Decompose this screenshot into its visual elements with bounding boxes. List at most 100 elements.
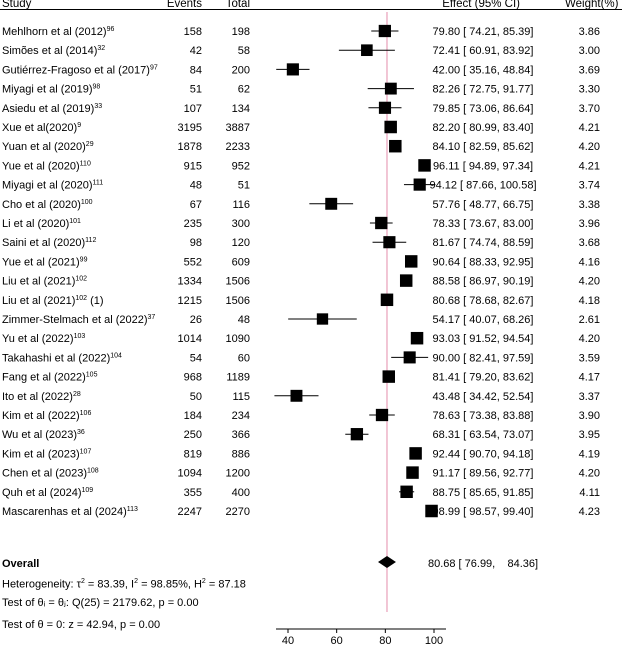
effect-marker [375, 408, 389, 422]
study-row: Yuan et al (2020)29 1878 2233 84.10 [ 82.59… [2, 139, 600, 153]
study-events: 158 [184, 26, 202, 38]
header-events: Events [167, 0, 202, 10]
study-row: Kim et al (2023)107 819 886 92.44 [ 90.70, … [2, 447, 600, 460]
study-weight: 3.96 [579, 218, 600, 230]
study-weight: 4.17 [579, 372, 600, 384]
study-name: Wu et al (2023)36 [2, 429, 85, 441]
study-name: Simões et al (2014)32 [2, 45, 105, 57]
study-name: Yue et al (2020)110 [2, 160, 91, 172]
study-weight: 4.20 [579, 468, 600, 480]
study-effect: 54.17 [ 40.07, 68.26] [433, 314, 534, 326]
heterogeneity-prefix: Heterogeneity: τ [2, 578, 81, 591]
study-name: Liu et al (2021)102 [2, 276, 87, 288]
study-events: 355 [184, 487, 202, 499]
study-weight: 4.18 [579, 295, 600, 307]
study-weight: 3.69 [579, 64, 600, 76]
study-row: Quh et al (2024)109 355 400 88.75 [ 85.65, … [2, 485, 600, 499]
study-weight: 4.23 [579, 506, 600, 518]
study-events: 67 [190, 199, 202, 211]
study-effect: 43.48 [ 34.42, 52.54] [433, 391, 534, 403]
study-row: Xue et al(2020)9 3195 3887 82.20 [ 80.99, 8… [2, 120, 600, 134]
study-effect: 78.63 [ 73.38, 83.88] [433, 410, 534, 422]
header-total: Total [226, 0, 250, 10]
study-weight: 4.19 [579, 448, 600, 460]
study-total: 3887 [226, 122, 250, 134]
effect-marker [413, 178, 426, 191]
study-weight: 3.00 [579, 45, 600, 57]
study-total: 51 [238, 180, 250, 192]
effect-marker [286, 63, 299, 76]
study-row: Cho et al (2020)100 67 116 57.76 [ 48.77, 6… [2, 197, 600, 211]
x-tick-label: 60 [331, 635, 343, 646]
study-row: Yu et al (2022)103 1014 1090 93.03 [ 91.52,… [2, 331, 600, 345]
x-tick-label: 40 [282, 635, 294, 646]
study-row: Ito et al (2022)28 50 115 43.48 [ 34.42, 52… [2, 389, 600, 403]
study-weight: 3.70 [579, 103, 600, 115]
study-name: Ito et al (2022)28 [2, 391, 81, 403]
study-row: Fang et al (2022)105 968 1189 81.41 [ 79.20… [2, 370, 600, 384]
study-rows: Mehlhorn et al (2012)96 158 198 79.80 [ 74.… [2, 24, 600, 518]
study-events: 250 [184, 429, 202, 441]
effect-marker [384, 82, 397, 95]
study-weight: 3.90 [579, 410, 600, 422]
effect-marker [375, 216, 388, 230]
study-weight: 3.68 [579, 237, 600, 249]
study-effect: 90.64 [ 88.33, 92.95] [433, 256, 534, 268]
study-effect: 68.31 [ 63.54, 73.07] [433, 429, 534, 441]
study-row: Liu et al (2021)102 (1) 1215 1506 80.68 [ 7… [2, 293, 600, 307]
study-effect: 90.00 [ 82.41, 97.59] [433, 352, 534, 364]
effect-marker [380, 293, 394, 307]
study-name: Kim et al (2023)107 [2, 448, 91, 460]
effect-marker [378, 24, 391, 38]
study-name: Chen et al (2023)108 [2, 468, 99, 480]
study-row: Takahashi et al (2022)104 54 60 90.00 [ 82.… [2, 351, 600, 364]
study-name: Gutiérrez-Fragoso et al (2017)97 [2, 64, 158, 76]
study-row: Zimmer-Stelmach et al (2022)37 26 48 54.17 … [2, 313, 600, 326]
study-weight: 3.38 [579, 199, 600, 211]
study-effect: 81.67 [ 74.74, 88.59] [433, 237, 534, 249]
study-row: Saini et al (2020)112 98 120 81.67 [ 74.74,… [2, 236, 600, 249]
heterogeneity-tau2: = 83.39, I [87, 578, 135, 591]
study-effect: 93.03 [ 91.52, 94.54] [433, 333, 534, 345]
effect-marker [399, 274, 413, 287]
study-events: 819 [184, 448, 202, 460]
study-name: Yue et al (2021)99 [2, 256, 88, 268]
study-events: 107 [184, 103, 202, 115]
header-weight: Weight(%) [565, 0, 619, 10]
study-row: Yue et al (2021)99 552 609 90.64 [ 88.33, 9… [2, 255, 600, 268]
test-theta-i: Test of θᵢ = θⱼ: Q(25) = 2179.62, p = 0.… [2, 597, 199, 609]
study-events: 1878 [178, 141, 202, 153]
study-total: 134 [232, 103, 250, 115]
study-effect: 79.85 [ 73.06, 86.64] [433, 103, 534, 115]
study-total: 200 [232, 64, 250, 76]
study-effect: 82.20 [ 80.99, 83.40] [433, 122, 534, 134]
study-name: Cho et al (2020)100 [2, 199, 93, 211]
study-weight: 2.61 [579, 314, 600, 326]
effect-marker [384, 120, 397, 134]
effect-marker [404, 255, 418, 268]
study-events: 84 [190, 64, 202, 76]
study-name: Mascarenhas et al (2024)113 [2, 506, 138, 518]
effect-marker [389, 139, 402, 153]
study-total: 366 [232, 429, 250, 441]
effect-marker [410, 331, 424, 345]
study-events: 54 [190, 352, 202, 364]
study-effect: 91.17 [ 89.56, 92.77] [433, 468, 534, 480]
study-total: 1090 [226, 333, 250, 345]
study-total: 1200 [226, 468, 250, 480]
study-events: 98 [190, 237, 202, 249]
study-events: 552 [184, 256, 202, 268]
study-total: 58 [238, 45, 250, 57]
study-events: 1094 [178, 468, 202, 480]
effect-marker [400, 485, 413, 499]
effect-marker [403, 351, 416, 364]
study-total: 1506 [226, 295, 250, 307]
study-weight: 4.21 [579, 160, 600, 172]
study-name: Mehlhorn et al (2012)96 [2, 26, 114, 38]
study-name: Zimmer-Stelmach et al (2022)37 [2, 314, 155, 326]
overall-row: Overall 80.68 [ 76.99, 84.36] [2, 556, 538, 570]
study-total: 198 [232, 26, 250, 38]
study-events: 50 [190, 391, 202, 403]
study-name: Asiedu et al (2019)33 [2, 103, 102, 115]
study-effect: 88.75 [ 85.65, 91.85] [433, 487, 534, 499]
